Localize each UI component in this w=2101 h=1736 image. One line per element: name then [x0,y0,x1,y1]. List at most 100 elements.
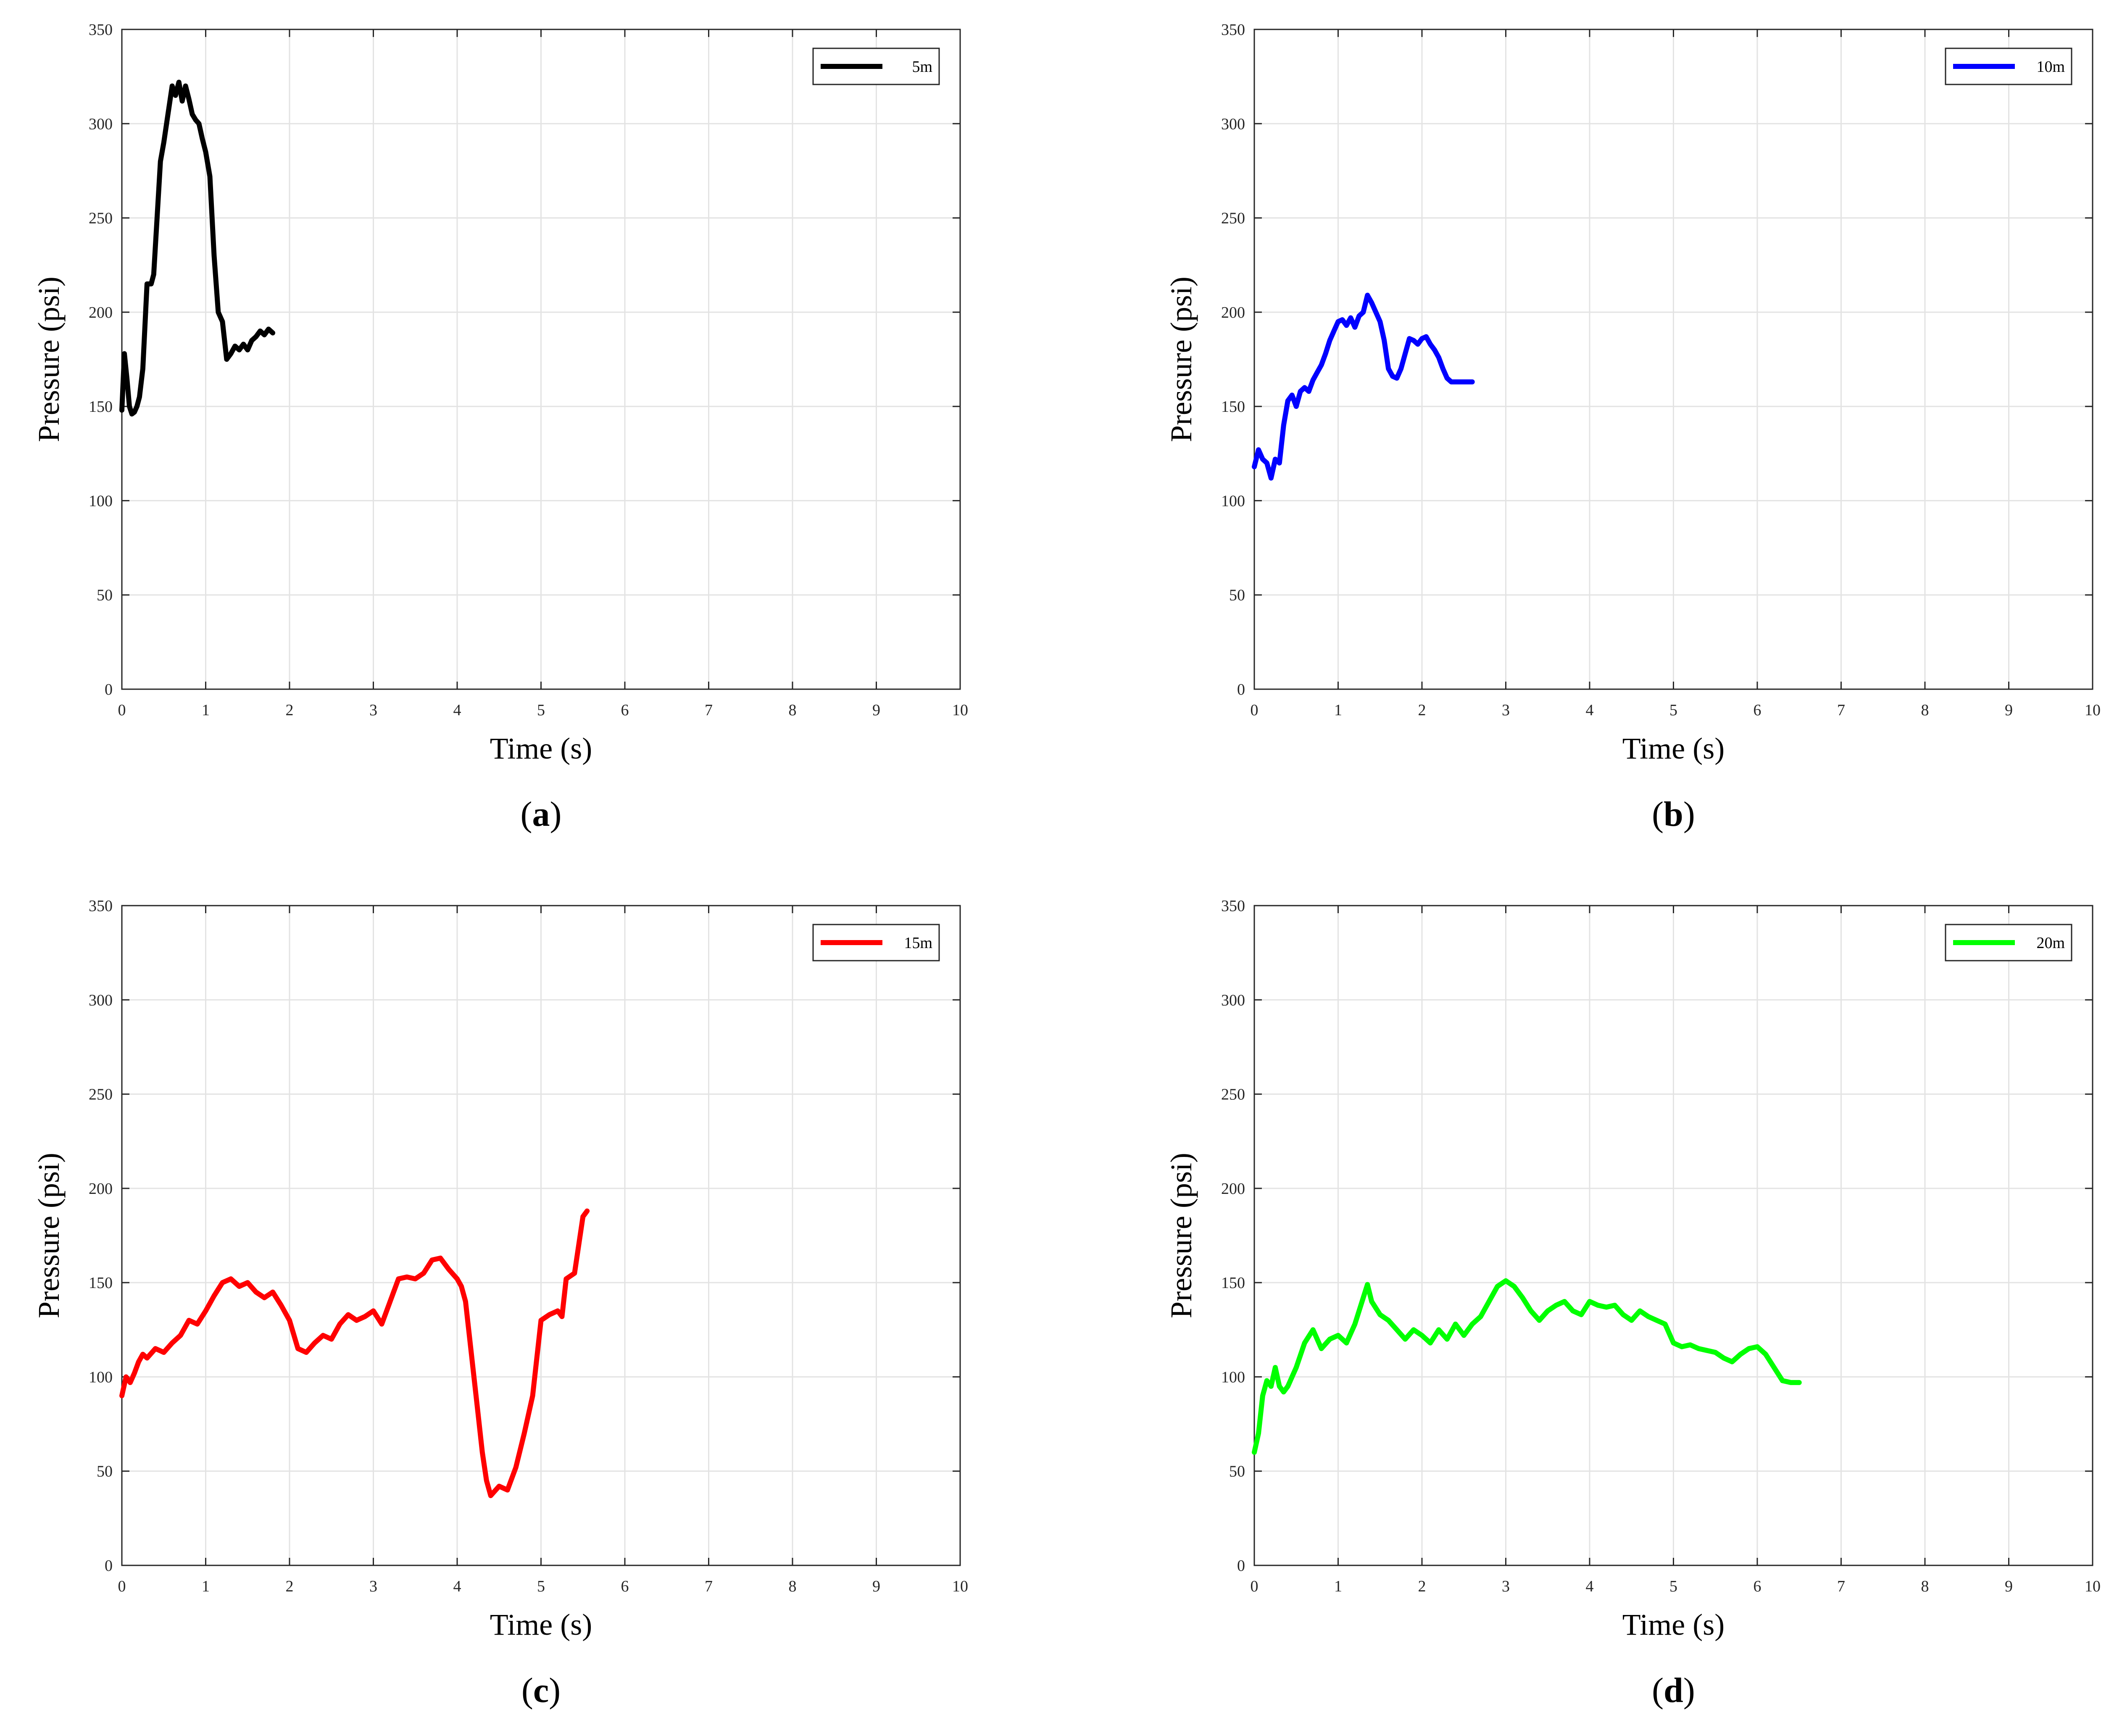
y-tick-label: 300 [1221,115,1245,133]
x-tick-label: 6 [621,701,629,719]
x-tick-label: 3 [1502,701,1510,719]
y-tick-label: 200 [1221,1180,1245,1198]
x-tick-label: 3 [369,701,377,719]
x-tick-label: 6 [1753,1578,1761,1595]
x-tick-label: 5 [1669,1578,1677,1595]
legend-label: 5m [912,58,932,76]
y-tick-label: 150 [89,398,113,416]
x-tick-label: 4 [453,701,461,719]
y-tick-label: 250 [1221,1086,1245,1104]
x-tick-label: 1 [202,1578,210,1595]
legend: 5m [812,47,940,85]
y-tick-label: 350 [1221,897,1245,915]
y-tick-label: 100 [89,1368,113,1386]
legend: 20m [1945,924,2072,962]
x-tick-label: 3 [369,1578,377,1595]
panel-letter: d [1664,1671,1683,1710]
y-tick-label: 0 [105,1557,113,1575]
series-line-10m [1252,292,1475,481]
panel-caption: (c) [521,1671,561,1710]
x-tick-label: 0 [1251,701,1258,719]
y-tick-label: 0 [1237,1557,1245,1575]
x-tick-label: 1 [1334,1578,1342,1595]
y-tick-label: 0 [1237,681,1245,698]
x-axis-title: Time (s) [490,1608,592,1641]
y-tick-label: 250 [89,1086,113,1104]
panel-letter: b [1664,795,1683,834]
x-tick-label: 10 [952,1578,968,1595]
x-tick-label: 9 [872,701,880,719]
y-tick-label: 50 [97,587,113,604]
series-line-5m [119,79,276,417]
y-tick-label: 150 [1221,398,1245,416]
y-tick-label: 150 [89,1274,113,1292]
x-tick-label: 5 [537,701,545,719]
x-tick-label: 8 [1921,701,1929,719]
legend-label: 20m [2036,934,2065,952]
y-tick-label: 350 [89,897,113,915]
y-tick-label: 300 [89,115,113,133]
x-tick-label: 6 [1753,701,1761,719]
legend-label: 10m [2036,58,2065,76]
panel-letter: a [532,795,550,834]
y-tick-label: 50 [97,1463,113,1480]
legend: 15m [812,924,940,962]
y-tick-label: 200 [1221,304,1245,321]
y-tick-label: 50 [1229,587,1245,604]
y-tick-label: 150 [1221,1274,1245,1292]
x-tick-label: 4 [1586,1578,1594,1595]
x-tick-label: 5 [537,1578,545,1595]
y-tick-label: 250 [89,210,113,227]
y-tick-label: 100 [1221,492,1245,510]
x-tick-label: 9 [2005,1578,2013,1595]
panel-letter: c [533,1671,549,1710]
x-tick-label: 7 [1837,1578,1845,1595]
panel-caption: (d) [1652,1671,1695,1710]
x-tick-label: 7 [1837,701,1845,719]
x-tick-label: 3 [1502,1578,1510,1595]
x-tick-label: 0 [118,1578,126,1595]
x-tick-label: 6 [621,1578,629,1595]
x-tick-label: 7 [705,1578,713,1595]
y-tick-label: 100 [89,492,113,510]
x-tick-label: 4 [453,1578,461,1595]
y-tick-label: 200 [89,304,113,321]
x-tick-label: 0 [1251,1578,1258,1595]
x-tick-label: 2 [286,1578,294,1595]
legend-label: 15m [904,934,932,952]
x-tick-label: 8 [789,1578,797,1595]
y-axis-title: Pressure (psi) [1164,277,1198,442]
x-tick-label: 4 [1586,701,1594,719]
x-tick-label: 1 [1334,701,1342,719]
y-tick-label: 200 [89,1180,113,1198]
series-line-20m [1252,1278,1802,1455]
y-tick-label: 350 [1221,21,1245,39]
series-line-15m [119,1208,590,1498]
y-axis-title: Pressure (psi) [32,1153,66,1318]
x-tick-label: 0 [118,701,126,719]
y-axis-title: Pressure (psi) [1164,1153,1198,1318]
x-axis-title: Time (s) [490,732,592,765]
panel-caption: (a) [521,795,562,834]
y-tick-label: 350 [89,21,113,39]
x-tick-label: 9 [872,1578,880,1595]
x-tick-label: 1 [202,701,210,719]
legend: 10m [1945,47,2072,85]
y-tick-label: 300 [89,991,113,1009]
x-tick-label: 8 [789,701,797,719]
x-tick-label: 2 [1418,701,1426,719]
y-axis-title: Pressure (psi) [32,277,66,442]
x-tick-label: 10 [952,701,968,719]
y-tick-label: 0 [105,681,113,698]
x-axis-title: Time (s) [1622,732,1725,765]
x-tick-label: 2 [286,701,294,719]
y-tick-label: 250 [1221,210,1245,227]
x-tick-label: 2 [1418,1578,1426,1595]
y-tick-label: 100 [1221,1368,1245,1386]
x-tick-label: 10 [2085,1578,2101,1595]
x-tick-label: 8 [1921,1578,1929,1595]
